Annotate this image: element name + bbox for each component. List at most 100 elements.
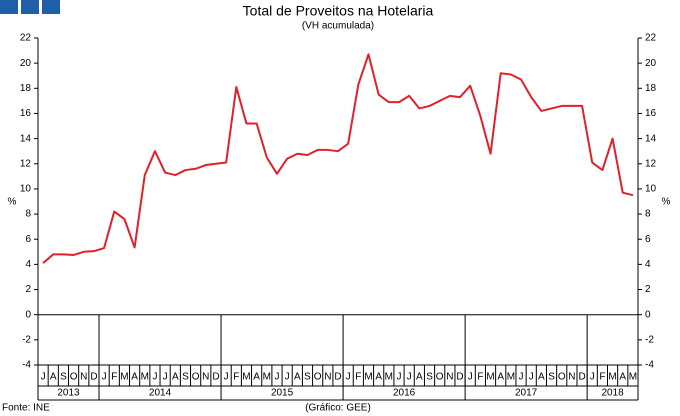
- x-tick-label: D: [334, 372, 341, 383]
- x-tick-label: F: [477, 372, 483, 383]
- x-tick-label: M: [629, 372, 637, 383]
- y2-tick-label: 20: [645, 58, 657, 69]
- logo-block: [21, 0, 39, 14]
- x-tick-label: N: [80, 372, 87, 383]
- y2-tick-label: 22: [645, 33, 657, 44]
- y-tick-label: 16: [20, 108, 32, 119]
- data-line: [42, 53, 634, 264]
- x-tick-label: O: [558, 372, 566, 383]
- y-tick-label: 20: [20, 58, 32, 69]
- x-tick-label: D: [212, 372, 219, 383]
- logo-block: [42, 0, 60, 14]
- x-tick-label: O: [436, 372, 444, 383]
- year-label: 2015: [271, 388, 294, 399]
- x-tick-label: M: [486, 372, 494, 383]
- y-tick-label: 0: [25, 309, 31, 320]
- x-tick-label: A: [375, 372, 382, 383]
- x-tick-label: M: [120, 372, 128, 383]
- x-tick-label: M: [507, 372, 515, 383]
- y-axis-label: %: [8, 197, 17, 208]
- x-tick-label: S: [426, 372, 433, 383]
- chart-title: Total de Proveitos na Hotelaria: [243, 3, 434, 19]
- x-tick-label: N: [324, 372, 331, 383]
- x-tick-label: D: [90, 372, 97, 383]
- year-label: 2016: [393, 388, 416, 399]
- x-tick-label: A: [497, 372, 504, 383]
- x-tick-label: F: [355, 372, 361, 383]
- x-tick-label: M: [385, 372, 393, 383]
- x-tick-label: A: [294, 372, 301, 383]
- x-tick-label: J: [102, 372, 107, 383]
- x-tick-label: M: [364, 372, 372, 383]
- x-tick-label: N: [446, 372, 453, 383]
- year-label: 2014: [149, 388, 172, 399]
- logo-block: [0, 0, 18, 14]
- x-tick-label: S: [304, 372, 311, 383]
- x-tick-label: N: [568, 372, 575, 383]
- x-tick-label: S: [182, 372, 189, 383]
- x-tick-label: S: [548, 372, 555, 383]
- y-tick-label: 22: [20, 33, 32, 44]
- x-tick-label: M: [608, 372, 616, 383]
- x-tick-label: D: [578, 372, 585, 383]
- x-tick-label: O: [314, 372, 322, 383]
- x-tick-label: M: [242, 372, 250, 383]
- x-tick-label: A: [538, 372, 545, 383]
- y2-tick-label: 0: [645, 309, 651, 320]
- y2-tick-label: 8: [645, 209, 651, 220]
- x-tick-label: D: [456, 372, 463, 383]
- x-tick-label: A: [416, 372, 423, 383]
- x-tick-label: J: [163, 372, 168, 383]
- y-tick-label: 6: [25, 234, 31, 245]
- y2-tick-label: 4: [645, 259, 651, 270]
- y2-tick-label: -2: [645, 334, 654, 345]
- y2-tick-label: 12: [645, 158, 657, 169]
- year-label: 2013: [57, 388, 80, 399]
- y2-tick-label: 16: [645, 108, 657, 119]
- credit: (Gráfico: GEE): [305, 403, 371, 414]
- x-tick-label: O: [192, 372, 200, 383]
- y2-tick-label: 10: [645, 184, 657, 195]
- y2-tick-label: 14: [645, 133, 657, 144]
- x-tick-label: J: [519, 372, 524, 383]
- x-tick-label: J: [468, 372, 473, 383]
- y2-axis-label: %: [662, 197, 671, 208]
- y2-tick-label: 2: [645, 284, 651, 295]
- x-tick-label: A: [50, 372, 57, 383]
- y-tick-label: 2: [25, 284, 31, 295]
- x-tick-label: J: [224, 372, 229, 383]
- y-tick-label: 12: [20, 158, 32, 169]
- x-tick-label: J: [152, 372, 157, 383]
- x-tick-label: J: [407, 372, 412, 383]
- y2-tick-label: 6: [645, 234, 651, 245]
- x-tick-label: F: [233, 372, 239, 383]
- x-tick-label: A: [131, 372, 138, 383]
- x-tick-label: J: [529, 372, 534, 383]
- x-tick-label: J: [41, 372, 46, 383]
- x-tick-label: F: [599, 372, 605, 383]
- y2-tick-label: 18: [645, 83, 657, 94]
- y-tick-label: -4: [22, 360, 31, 371]
- source: Fonte: INE: [2, 403, 50, 414]
- y-tick-label: 14: [20, 133, 32, 144]
- y-tick-label: -2: [22, 334, 31, 345]
- x-tick-label: M: [141, 372, 149, 383]
- chart-subtitle: (VH acumulada): [302, 21, 374, 32]
- x-tick-label: F: [111, 372, 117, 383]
- x-tick-label: J: [274, 372, 279, 383]
- y-tick-label: 8: [25, 209, 31, 220]
- y2-tick-label: -4: [645, 360, 654, 371]
- x-tick-label: J: [346, 372, 351, 383]
- x-tick-label: J: [397, 372, 402, 383]
- x-tick-label: J: [285, 372, 290, 383]
- y-tick-label: 10: [20, 184, 32, 195]
- x-tick-label: S: [60, 372, 67, 383]
- x-tick-label: J: [590, 372, 595, 383]
- x-tick-label: A: [619, 372, 626, 383]
- year-label: 2018: [601, 388, 624, 399]
- year-label: 2017: [515, 388, 538, 399]
- x-tick-label: O: [70, 372, 78, 383]
- y-tick-label: 18: [20, 83, 32, 94]
- x-tick-label: A: [172, 372, 179, 383]
